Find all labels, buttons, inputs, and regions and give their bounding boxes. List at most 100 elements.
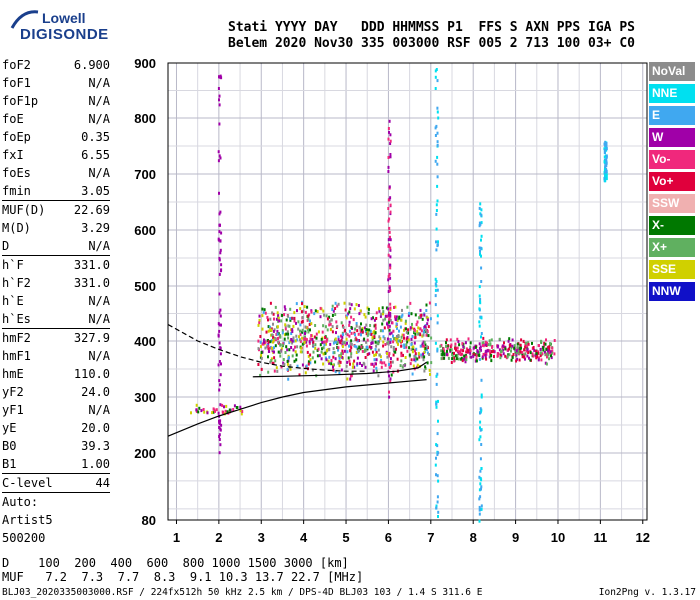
echo-point bbox=[218, 103, 221, 107]
echo-point bbox=[218, 438, 221, 441]
echo-point bbox=[461, 342, 464, 346]
echo-point bbox=[329, 322, 332, 326]
echo-point bbox=[353, 365, 356, 369]
echo-point bbox=[384, 343, 387, 346]
echo-point bbox=[465, 358, 468, 362]
echo-point bbox=[546, 355, 548, 359]
echo-point bbox=[325, 358, 328, 362]
echo-point bbox=[472, 354, 475, 358]
echo-point bbox=[341, 335, 344, 339]
echo-point bbox=[271, 334, 274, 337]
param-key: B0 bbox=[2, 439, 17, 453]
echo-point bbox=[403, 336, 405, 340]
echo-point bbox=[267, 345, 270, 349]
echo-point bbox=[506, 348, 509, 352]
echo-point bbox=[511, 338, 514, 342]
echo-point bbox=[197, 410, 200, 414]
echo-point bbox=[429, 372, 431, 376]
echo-point bbox=[267, 318, 269, 322]
echo-point bbox=[382, 312, 384, 316]
echo-point bbox=[502, 348, 505, 352]
echo-point bbox=[304, 310, 307, 314]
echo-point bbox=[370, 362, 373, 366]
echo-point bbox=[288, 348, 291, 352]
echo-point bbox=[455, 357, 458, 361]
echo-point bbox=[408, 311, 411, 315]
echo-point bbox=[423, 327, 426, 331]
echo-point bbox=[373, 364, 375, 368]
echo-point bbox=[463, 354, 466, 358]
param-row: B0 39.3 bbox=[2, 437, 110, 455]
echo-point bbox=[220, 323, 222, 327]
header-row2: Belem 2020 Nov30 335 003000 RSF 005 2 71… bbox=[228, 36, 635, 51]
echo-point bbox=[387, 219, 390, 223]
echo-point bbox=[328, 348, 331, 352]
echo-point bbox=[303, 340, 306, 344]
echo-point bbox=[379, 329, 382, 333]
echo-point bbox=[273, 369, 276, 373]
echo-point bbox=[406, 349, 409, 353]
echo-point bbox=[369, 329, 372, 333]
param-value: N/A bbox=[88, 239, 110, 253]
echo-point bbox=[325, 342, 327, 346]
x-tick-label: 1 bbox=[173, 530, 180, 545]
legend-item-sse: SSE bbox=[649, 260, 695, 279]
echo-point bbox=[218, 379, 221, 383]
echo-point bbox=[272, 336, 275, 340]
echo-point bbox=[334, 357, 337, 361]
param-row: foF1p N/A bbox=[2, 92, 110, 110]
echo-point bbox=[478, 342, 481, 346]
param-row: Artist5 bbox=[2, 511, 110, 529]
echo-point bbox=[416, 357, 419, 361]
echo-point bbox=[267, 325, 270, 329]
echo-point bbox=[328, 320, 331, 324]
echo-point bbox=[270, 328, 273, 332]
echo-point bbox=[549, 342, 551, 346]
echo-point bbox=[484, 353, 487, 357]
echo-point bbox=[239, 405, 242, 409]
echo-point bbox=[286, 330, 289, 334]
echo-point bbox=[417, 326, 420, 330]
echo-point bbox=[544, 350, 546, 354]
echo-point bbox=[405, 345, 408, 349]
echo-point bbox=[333, 351, 336, 355]
echo-point bbox=[300, 350, 303, 354]
echo-point bbox=[520, 338, 523, 342]
echo-point bbox=[387, 207, 390, 210]
echo-point bbox=[424, 367, 427, 370]
echo-point bbox=[364, 356, 367, 359]
echo-point bbox=[341, 349, 344, 353]
echo-point bbox=[387, 170, 390, 173]
echo-point bbox=[480, 238, 482, 242]
echo-point bbox=[375, 353, 377, 357]
x-tick-label: 3 bbox=[258, 530, 265, 545]
echo-point bbox=[299, 323, 302, 327]
echo-point bbox=[454, 342, 457, 346]
param-key: D bbox=[2, 239, 10, 253]
echo-point bbox=[295, 353, 298, 357]
echo-point bbox=[375, 369, 378, 373]
echo-point bbox=[402, 353, 404, 357]
echo-point bbox=[435, 284, 438, 288]
echo-point bbox=[485, 357, 488, 361]
echo-point bbox=[410, 337, 413, 341]
echo-point bbox=[414, 349, 416, 353]
echo-point bbox=[469, 349, 472, 353]
echo-point bbox=[291, 339, 294, 343]
echo-point bbox=[514, 350, 517, 354]
echo-point bbox=[368, 345, 371, 349]
echo-point bbox=[392, 334, 394, 338]
echo-point bbox=[426, 316, 429, 320]
echo-point bbox=[348, 334, 351, 338]
echo-point bbox=[305, 340, 308, 344]
echo-point bbox=[436, 500, 439, 504]
param-value: 24.0 bbox=[81, 385, 110, 399]
echo-point bbox=[261, 314, 264, 318]
echo-point bbox=[526, 354, 529, 358]
echo-point bbox=[388, 130, 390, 134]
echo-point bbox=[375, 311, 378, 315]
echo-point bbox=[439, 344, 442, 348]
echo-point bbox=[286, 360, 289, 363]
echo-point bbox=[317, 347, 320, 351]
echo-point bbox=[467, 337, 470, 341]
